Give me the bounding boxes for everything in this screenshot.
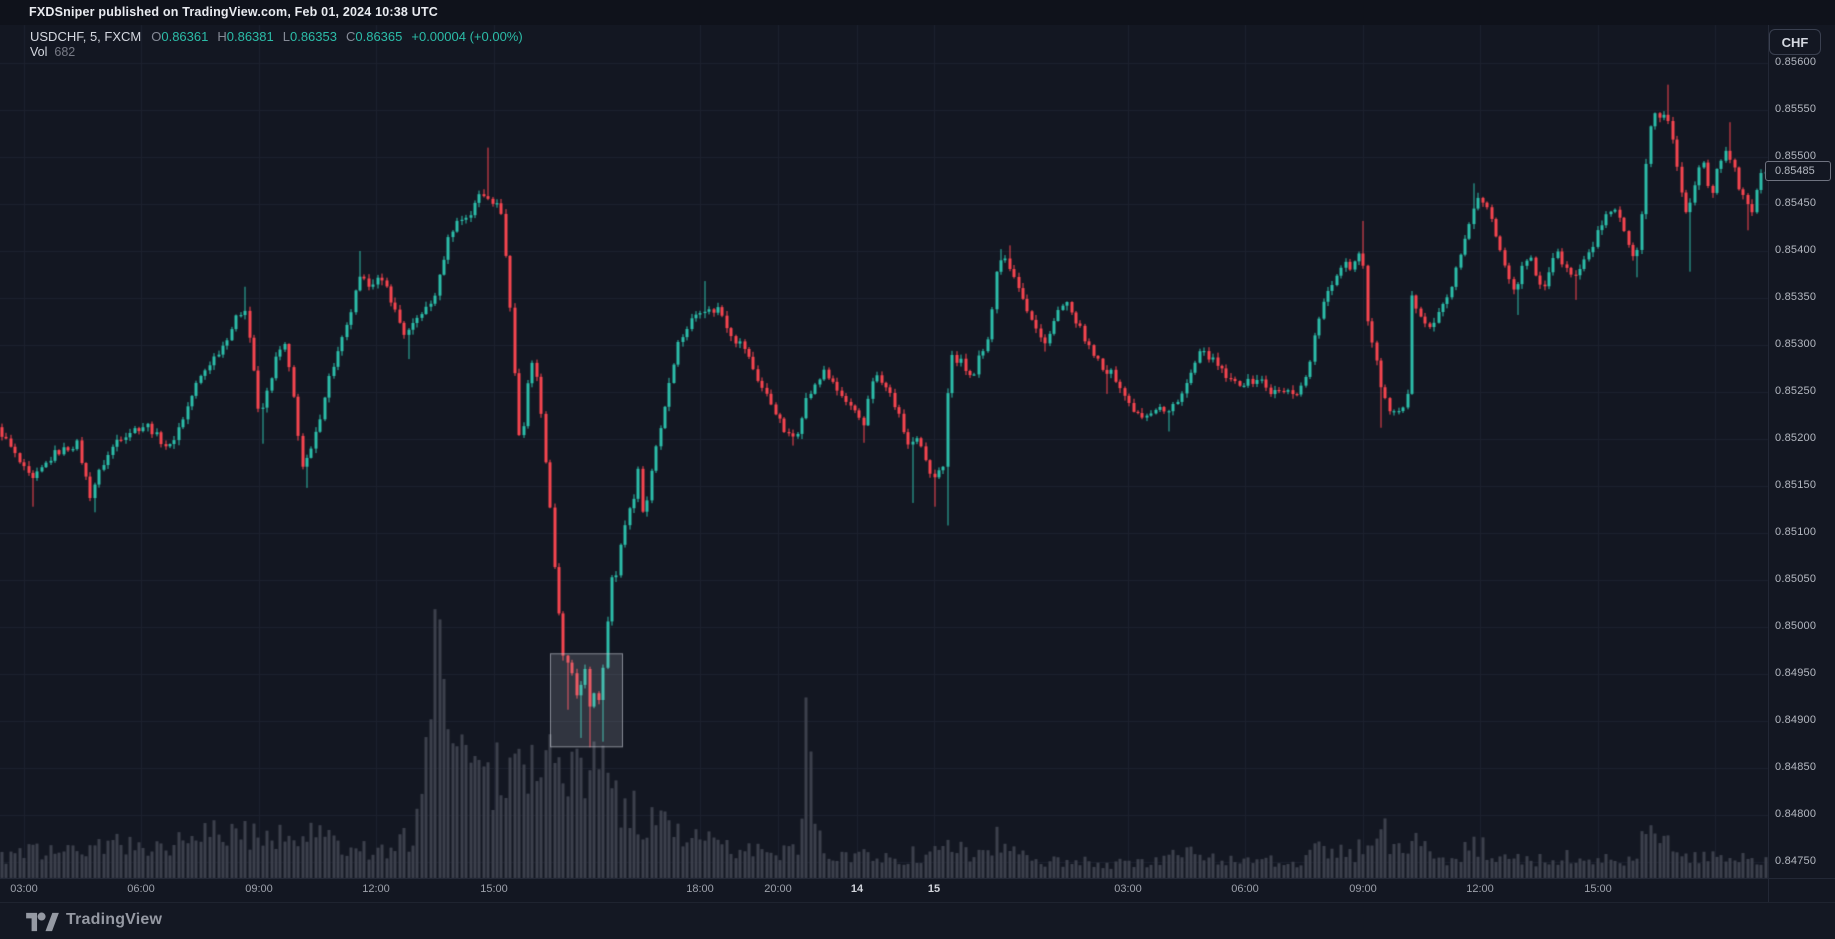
- price-tick-label: 0.85300: [1775, 338, 1817, 350]
- time-tick-label: 14: [850, 883, 864, 895]
- chart-legend[interactable]: USDCHF, 5, FXCM O0.86361 H0.86381 L0.86353 C…: [30, 29, 523, 44]
- price-tick-label: 0.85050: [1775, 573, 1817, 585]
- time-axis-separator: [0, 878, 1835, 879]
- price-tick-label: 0.85550: [1775, 103, 1817, 115]
- time-tick-label: 09:00: [245, 883, 273, 895]
- price-tick-label: 0.85450: [1775, 197, 1817, 209]
- high-value: 0.86381: [226, 29, 274, 44]
- open-value: 0.86361: [161, 29, 209, 44]
- attribution-bar: FXDSniper published on TradingView.com, …: [0, 0, 1835, 25]
- price-tick-label: 0.84850: [1775, 761, 1817, 773]
- price-tick-label: 0.85500: [1775, 150, 1817, 162]
- price-tick-label: 0.85600: [1775, 56, 1817, 68]
- price-tick-label: 0.85100: [1775, 526, 1817, 538]
- volume-legend[interactable]: Vol 682: [30, 45, 75, 59]
- price-tick-label: 0.84750: [1775, 855, 1817, 867]
- price-axis-separator: [1768, 25, 1769, 902]
- volume-label: Vol: [30, 45, 48, 59]
- close-value: 0.86365: [355, 29, 403, 44]
- change-value: +0.00004 (+0.00%): [411, 29, 523, 44]
- time-tick-label: 15: [927, 883, 941, 895]
- time-tick-label: 12:00: [362, 883, 390, 895]
- price-tick-label: 0.85400: [1775, 244, 1817, 256]
- time-tick-label: 20:00: [764, 883, 792, 895]
- volume-value: 682: [54, 45, 76, 59]
- price-tick-label: 0.85200: [1775, 432, 1817, 444]
- time-axis[interactable]: 03:00 06:00 09:00 12:00 15:00 18:00 20:00 14 15 0…: [0, 879, 1835, 902]
- price-tick-label: 0.85150: [1775, 479, 1817, 491]
- time-tick-label: 18:00: [686, 883, 714, 895]
- time-tick-label: 06:00: [127, 883, 155, 895]
- low-label: L: [282, 29, 290, 44]
- high-label: H: [217, 29, 227, 44]
- footer-bar: TradingView: [0, 902, 1835, 939]
- currency-chf-button[interactable]: CHF: [1769, 29, 1821, 55]
- symbol-title: USDCHF, 5, FXCM: [30, 29, 142, 44]
- price-tick-label: 0.84800: [1775, 808, 1817, 820]
- time-tick-label: 12:00: [1466, 883, 1494, 895]
- time-tick-label: 06:00: [1231, 883, 1259, 895]
- price-tick-label: 0.85350: [1775, 291, 1817, 303]
- time-tick-label: 15:00: [1584, 883, 1612, 895]
- tradingview-brand-text[interactable]: TradingView: [66, 911, 163, 928]
- price-tick-label: 0.85000: [1775, 620, 1817, 632]
- time-tick-label: 03:00: [10, 883, 38, 895]
- last-price-label: 0.85485: [1765, 161, 1831, 182]
- price-tick-label: 0.84950: [1775, 667, 1817, 679]
- open-label: O: [151, 29, 162, 44]
- time-tick-label: 03:00: [1114, 883, 1142, 895]
- low-value: 0.86353: [289, 29, 337, 44]
- price-tick-label: 0.85250: [1775, 385, 1817, 397]
- price-axis[interactable]: 0.85600 0.85550 0.85500 0.85450 0.85400 0.853…: [1769, 25, 1835, 878]
- price-tick-label: 0.84900: [1775, 714, 1817, 726]
- time-tick-label: 09:00: [1349, 883, 1377, 895]
- attribution-text: FXDSniper published on TradingView.com, …: [29, 5, 439, 19]
- time-tick-label: 15:00: [480, 883, 508, 895]
- close-label: C: [345, 29, 356, 44]
- tradingview-logo-icon[interactable]: [26, 912, 59, 932]
